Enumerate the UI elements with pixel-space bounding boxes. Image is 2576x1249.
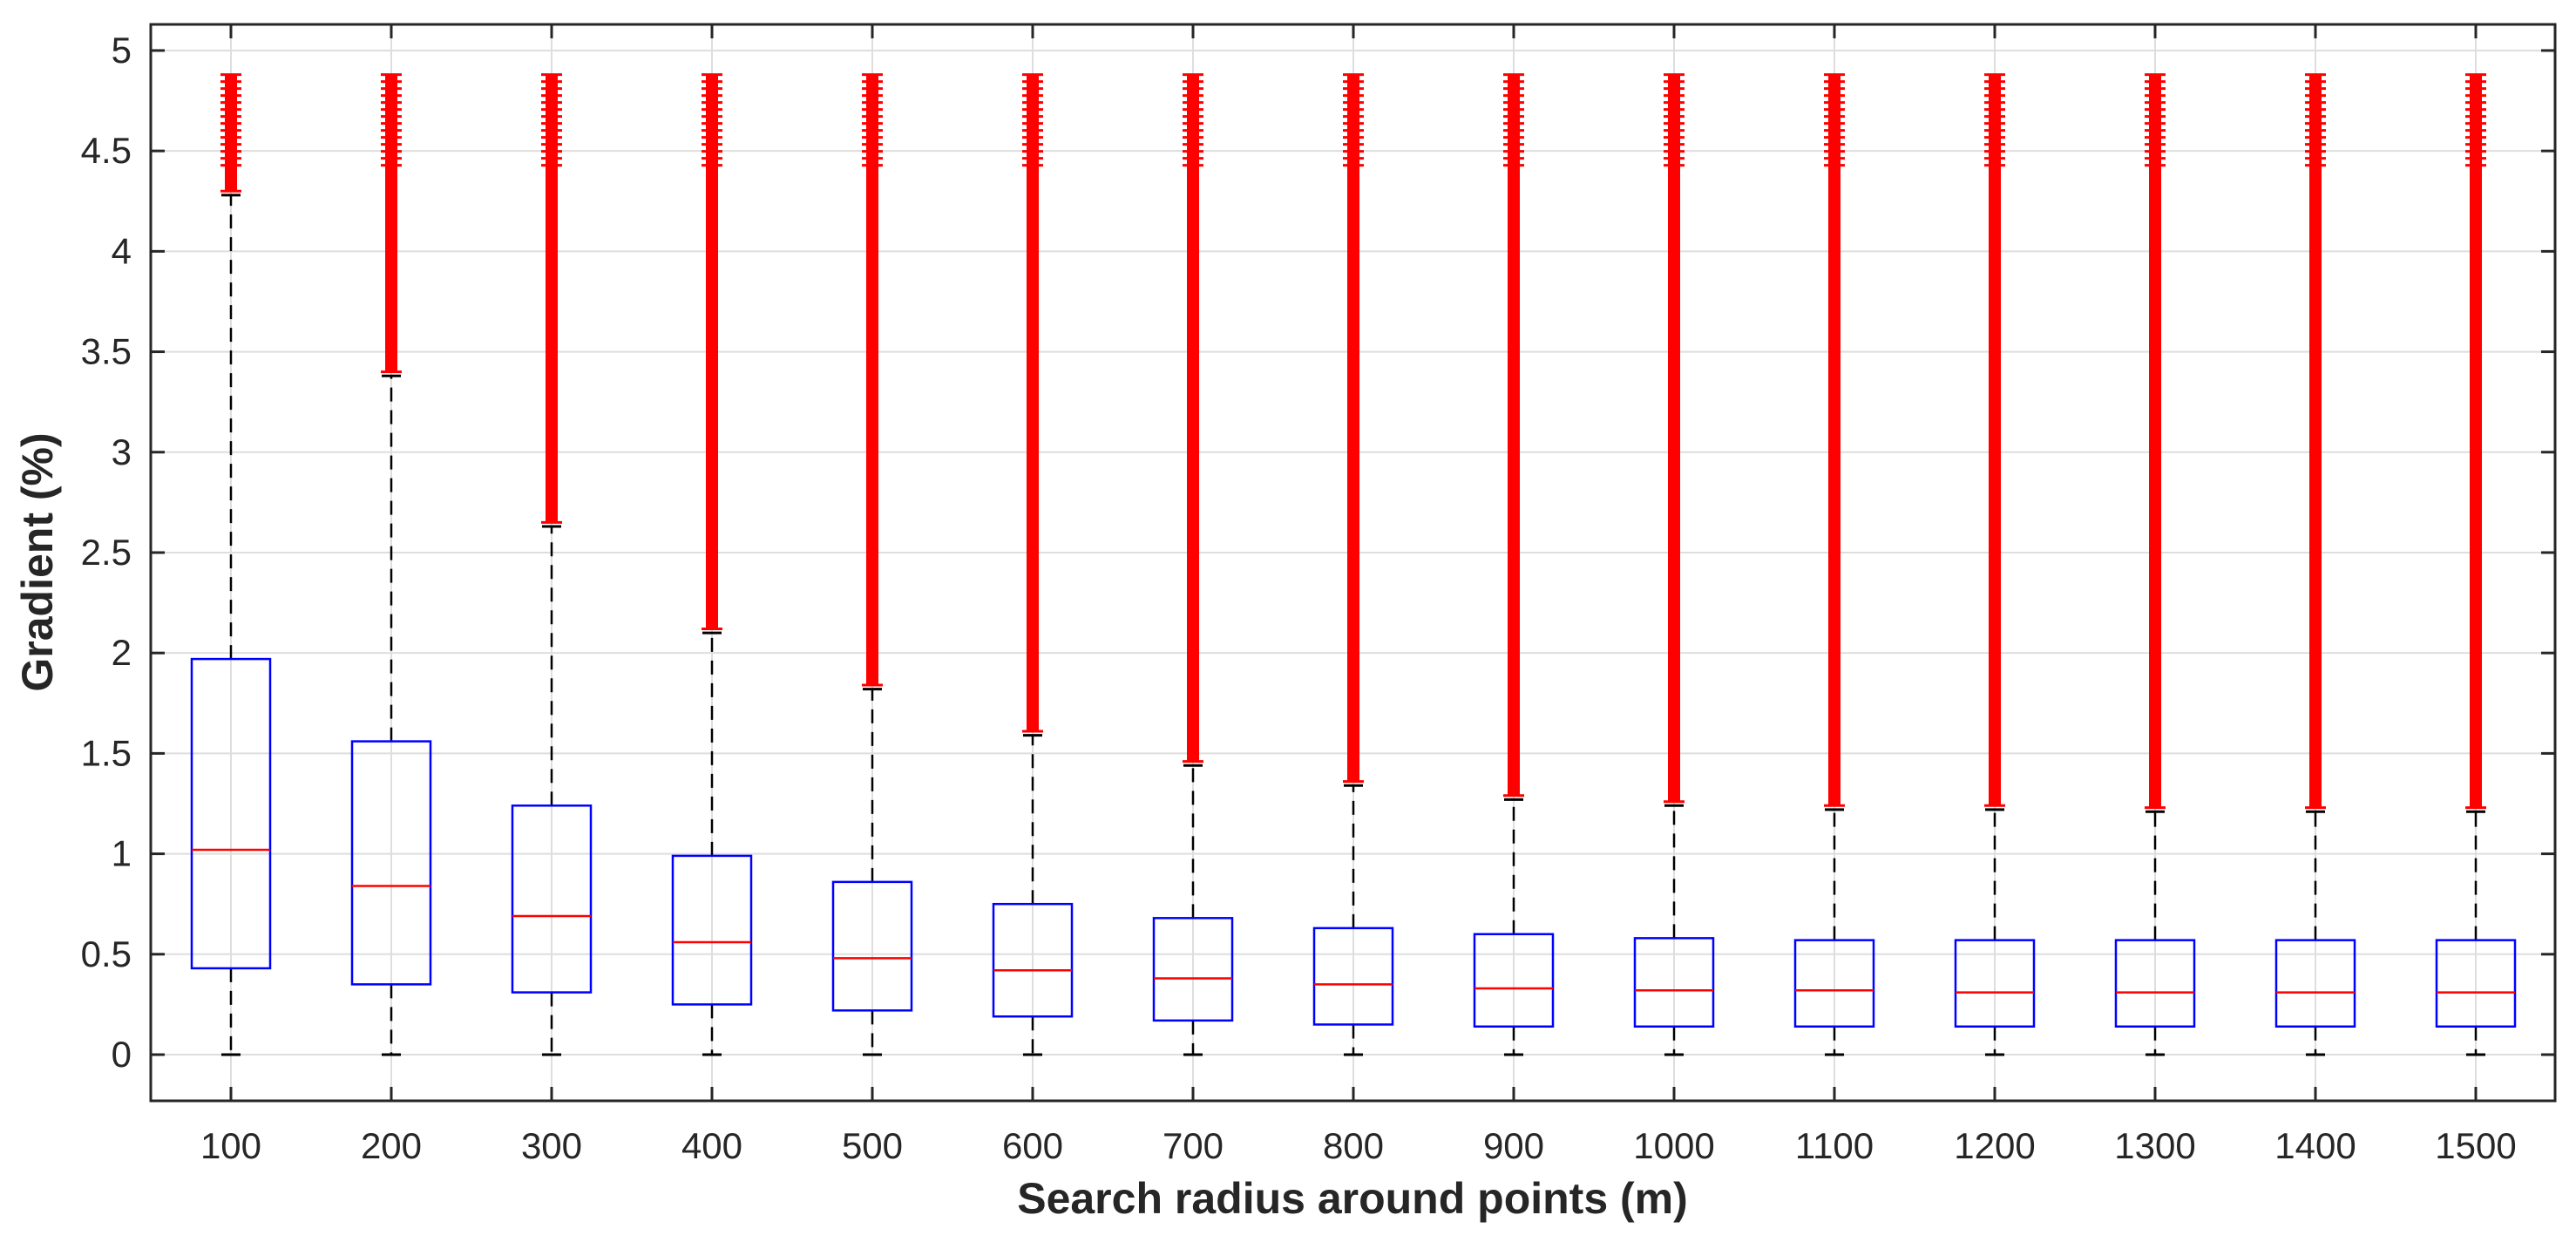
outlier-cluster [2470, 74, 2482, 808]
iqr-box [1793, 939, 1875, 1028]
iqr-box [1633, 937, 1715, 1028]
x-axis-title: Search radius around points (m) [1017, 1174, 1688, 1223]
x-tick-label: 1200 [1954, 1125, 2035, 1166]
outlier-cluster [1347, 74, 1359, 782]
iqr-box [992, 902, 1074, 1018]
x-tick-label: 1300 [2114, 1125, 2195, 1166]
outlier-cluster [1027, 74, 1039, 732]
outlier-cluster [2149, 74, 2161, 808]
iqr-box [190, 657, 272, 970]
x-tick-label: 800 [1323, 1125, 1384, 1166]
iqr-box [671, 854, 753, 1006]
outlier-cluster [1989, 74, 2001, 806]
box-900 [1473, 73, 1555, 1056]
iqr-box [1312, 927, 1394, 1026]
outlier-cluster [1668, 74, 1680, 802]
box-500 [831, 73, 913, 1056]
iqr-box [2435, 939, 2517, 1028]
x-tick-label: 400 [681, 1125, 742, 1166]
iqr-box [511, 804, 593, 994]
x-tick-label: 1400 [2274, 1125, 2356, 1166]
box-1300 [2114, 73, 2196, 1056]
x-tick-label: 600 [1002, 1125, 1063, 1166]
x-tick-label: 100 [200, 1125, 261, 1166]
outlier-cluster [2309, 74, 2322, 808]
y-tick-label: 1 [112, 833, 132, 874]
box-400 [671, 73, 753, 1056]
y-axis-title: Gradient (%) [13, 432, 62, 691]
outlier-cluster [866, 74, 878, 686]
x-tick-label: 700 [1163, 1125, 1224, 1166]
outlier-cluster [225, 74, 237, 192]
box-1400 [2274, 73, 2356, 1056]
box-1200 [1954, 73, 2036, 1056]
x-tick-label: 300 [521, 1125, 582, 1166]
y-tick-label: 1.5 [81, 732, 132, 773]
outlier-cluster [706, 74, 718, 629]
box-700 [1152, 73, 1234, 1056]
iqr-box [1954, 939, 2036, 1028]
outlier-cluster [1828, 74, 1840, 806]
plot-frame [149, 23, 2557, 1103]
iqr-box [1152, 917, 1234, 1022]
y-tick-label: 2 [112, 632, 132, 673]
x-tick-label: 200 [361, 1125, 422, 1166]
y-tick-label: 4 [112, 230, 132, 271]
box-600 [992, 73, 1074, 1056]
outlier-cluster [1187, 74, 1199, 762]
y-tick-label: 3.5 [81, 331, 132, 372]
x-tick-label: 900 [1483, 1125, 1544, 1166]
x-tick-label: 1100 [1795, 1125, 1874, 1166]
box-1100 [1793, 73, 1875, 1056]
y-tick-label: 0.5 [81, 933, 132, 974]
y-tick-label: 3 [112, 431, 132, 472]
x-tick-label: 1500 [2435, 1125, 2516, 1166]
box-series [190, 73, 2517, 1056]
outlier-cluster [546, 74, 558, 523]
iqr-box [350, 740, 432, 986]
y-tick-label: 0 [112, 1034, 132, 1075]
outlier-cluster [1508, 74, 1520, 796]
iqr-box [1473, 933, 1555, 1028]
box-300 [511, 73, 593, 1056]
y-tick-label: 4.5 [81, 130, 132, 171]
iqr-box [2274, 939, 2356, 1028]
iqr-box [831, 880, 913, 1012]
box-1500 [2435, 73, 2517, 1056]
box-800 [1312, 73, 1394, 1056]
outlier-cluster [385, 74, 397, 372]
box-1000 [1633, 73, 1715, 1056]
axis-ticks: 0 0.5 1 1.5 2 2.5 3 3.5 4 4.5 5 100 200 300 400 500 600 7… [81, 24, 2555, 1166]
x-tick-label: 500 [842, 1125, 903, 1166]
y-tick-label: 5 [112, 30, 132, 71]
y-tick-label: 2.5 [81, 532, 132, 573]
x-tick-label: 1000 [1633, 1125, 1714, 1166]
box-200 [350, 73, 432, 1056]
box-100 [190, 73, 272, 1056]
iqr-box [2114, 939, 2196, 1028]
